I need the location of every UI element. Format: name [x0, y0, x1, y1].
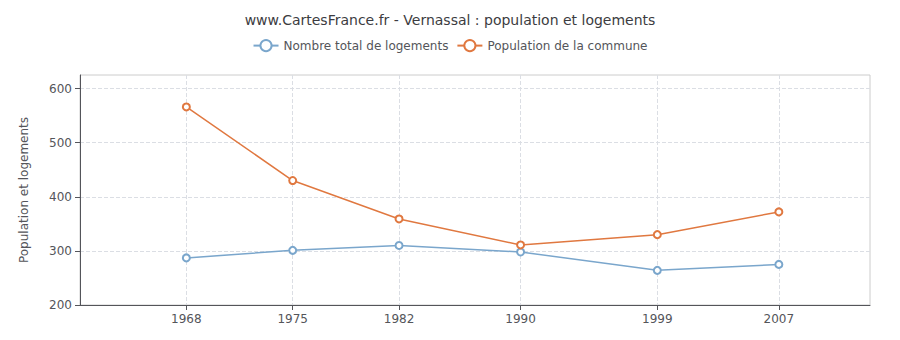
svg-text:1999: 1999	[642, 312, 673, 326]
svg-text:2007: 2007	[764, 312, 795, 326]
svg-text:1968: 1968	[171, 312, 202, 326]
svg-text:600: 600	[49, 82, 72, 96]
svg-text:300: 300	[49, 244, 72, 258]
svg-text:500: 500	[49, 136, 72, 150]
svg-text:200: 200	[49, 298, 72, 312]
svg-text:1975: 1975	[277, 312, 308, 326]
svg-text:400: 400	[49, 190, 72, 204]
svg-text:Population de la commune: Population de la commune	[487, 39, 647, 53]
svg-text:1982: 1982	[384, 312, 415, 326]
svg-text:www.CartesFrance.fr - Vernassa: www.CartesFrance.fr - Vernassal : popula…	[245, 12, 656, 28]
svg-text:Population et logements: Population et logements	[17, 117, 31, 263]
svg-text:1990: 1990	[505, 312, 536, 326]
svg-text:Nombre total de logements: Nombre total de logements	[284, 39, 449, 53]
